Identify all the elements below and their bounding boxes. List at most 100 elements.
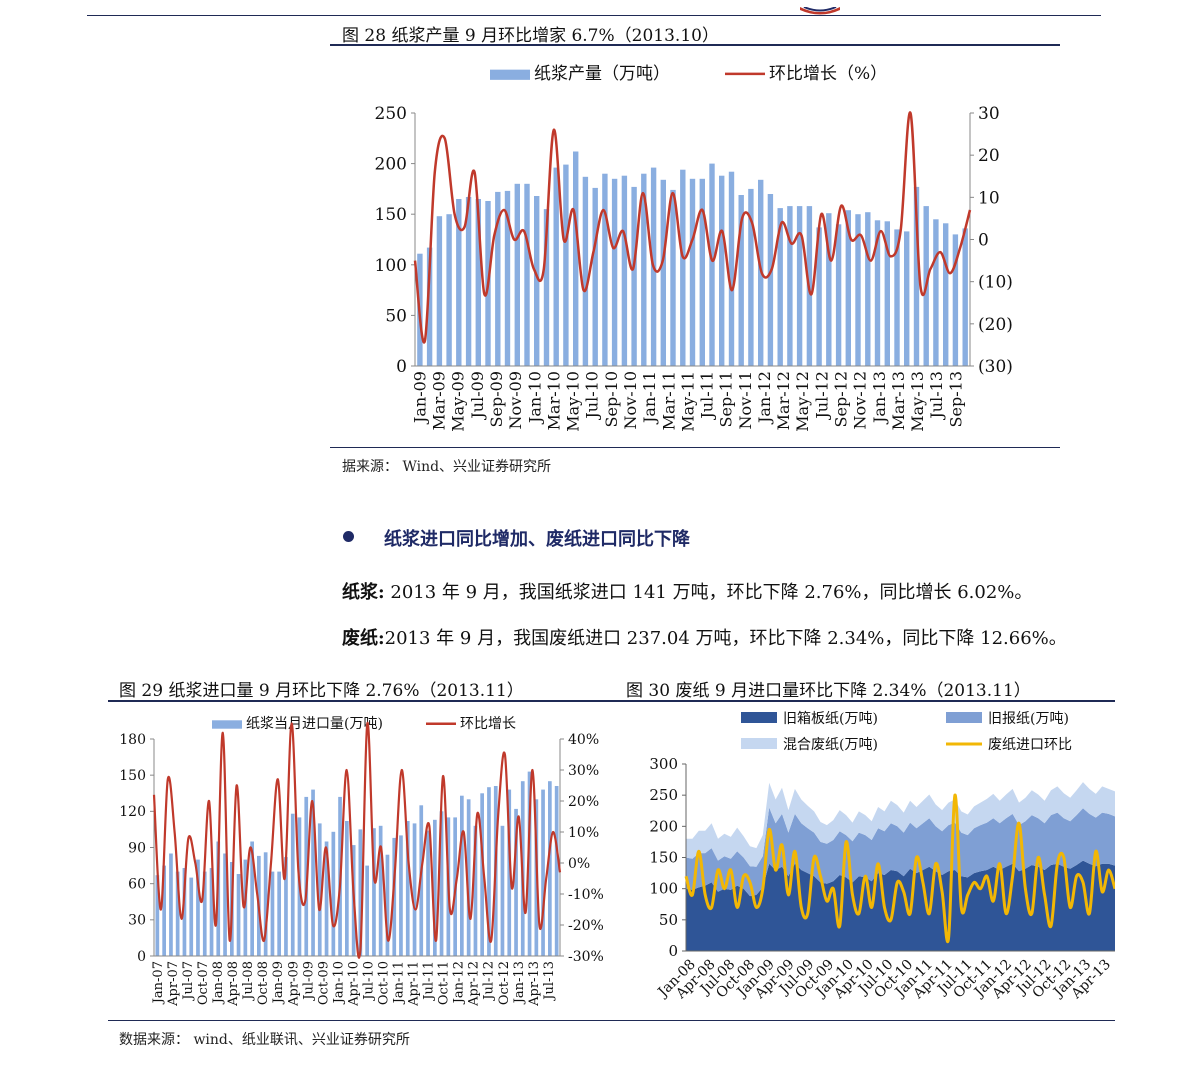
y-tick-label: 50 <box>659 911 678 929</box>
bar <box>250 841 254 956</box>
x-tick-label: Mar-13 <box>889 371 908 430</box>
bar <box>553 167 559 366</box>
bar <box>641 173 647 366</box>
bar <box>399 835 403 956</box>
bar <box>236 874 241 956</box>
bar <box>182 868 187 956</box>
bar <box>487 787 491 956</box>
bar <box>514 808 518 956</box>
bar <box>904 231 910 366</box>
y-tick-label: 300 <box>649 755 678 773</box>
bar <box>670 189 676 366</box>
x-tick-label: Jan-11 <box>392 961 407 1005</box>
logo-swoosh <box>800 0 840 15</box>
bar <box>514 183 520 366</box>
x-tick-label: Oct-08 <box>256 961 271 1005</box>
paragraph-pulp-label: 纸浆: <box>342 582 385 603</box>
bar <box>748 188 754 366</box>
bar <box>243 859 248 956</box>
bar <box>787 206 793 366</box>
x-tick-label: Jul-11 <box>422 961 437 1002</box>
bar <box>952 234 959 366</box>
bar <box>631 186 637 366</box>
series-line <box>684 793 1115 944</box>
bar <box>507 789 512 956</box>
x-tick-label: Jul-13 <box>927 371 946 421</box>
fig28-source: 据来源： Wind、兴业证券研究所 <box>342 459 552 475</box>
x-tick-label: Jan-09 <box>410 371 429 425</box>
bar <box>621 175 628 366</box>
bar <box>202 871 207 956</box>
x-tick-label: May-11 <box>678 371 697 432</box>
bar <box>465 197 472 366</box>
bar <box>495 191 501 366</box>
x-tick-label: Jan-09 <box>271 961 286 1005</box>
legend-label: 混合废纸(万吨) <box>783 737 878 753</box>
x-tick-label: Jan-10 <box>525 371 544 425</box>
x-tick-label: Sep-11 <box>717 371 736 427</box>
x-tick-label: Jan-12 <box>452 961 467 1005</box>
bar <box>385 854 390 956</box>
bar <box>162 865 166 956</box>
bar <box>738 195 744 366</box>
x-tick-label: Apr-07 <box>166 961 181 1007</box>
y-tick-label: 100 <box>649 880 678 898</box>
bar <box>933 219 939 366</box>
legend-label-line: 环比增长（%） <box>769 64 887 84</box>
bar <box>475 199 481 366</box>
x-tick-label: Jul-12 <box>812 371 831 421</box>
legend-label: 旧报纸(万吨) <box>988 711 1069 727</box>
bar <box>582 176 589 366</box>
footer-source-rule <box>108 1020 1115 1021</box>
fig30-caption: 图 30 废纸 9 月进口量环比下降 2.34%（2013.11） <box>626 681 1031 701</box>
x-tick-label: Jan-08 <box>211 961 226 1005</box>
x-tick-label: Apr-11 <box>407 961 422 1007</box>
bar <box>699 178 705 366</box>
bar <box>796 206 803 366</box>
bar <box>689 178 696 366</box>
y-right-tick-label: -10% <box>568 887 604 903</box>
y-right-tick-label: 30% <box>568 763 599 779</box>
x-tick-label: Sep-12 <box>832 371 851 427</box>
paragraph-pulp: 纸浆: 2013 年 9 月，我国纸浆进口 141 万吨，环比下降 2.76%，… <box>342 578 1032 604</box>
x-tick-label: Sep-13 <box>946 371 965 427</box>
bar <box>500 825 505 956</box>
x-tick-label: Jan-13 <box>512 961 527 1005</box>
x-tick-label: Jan-07 <box>151 961 166 1005</box>
bar <box>543 209 550 366</box>
bar <box>660 179 666 366</box>
y-left-tick-label: 150 <box>119 768 146 784</box>
bar <box>345 821 349 956</box>
y-right-tick-label: (10) <box>978 273 1013 293</box>
x-tick-label: Nov-09 <box>506 371 525 429</box>
y-left-tick-label: 150 <box>375 205 407 225</box>
x-tick-label: Jul-10 <box>583 371 602 421</box>
legend-label: 旧箱板纸(万吨) <box>783 711 878 727</box>
legend-label: 废纸进口环比 <box>988 737 1072 753</box>
bar <box>504 190 511 366</box>
bar <box>169 853 173 956</box>
x-tick-label: Sep-09 <box>487 371 506 427</box>
bar <box>534 196 540 366</box>
x-tick-label: Oct-07 <box>196 961 211 1005</box>
bar <box>728 171 735 366</box>
y-tick-label: 200 <box>649 817 678 835</box>
legend-swatch-bar <box>490 69 530 80</box>
paragraph-waste-text: 2013 年 9 月，我国废纸进口 237.04 万吨，环比下降 2.34%，同… <box>384 628 1067 649</box>
bar <box>446 214 452 366</box>
bar <box>311 789 315 956</box>
bar <box>270 871 275 956</box>
footer-source: 数据来源： wind、纸业联讯、兴业证券研究所 <box>119 1032 410 1048</box>
bar <box>436 216 443 366</box>
x-tick-label: May-10 <box>564 371 583 432</box>
x-tick-label: Apr-12 <box>467 961 482 1007</box>
section-bullet <box>343 531 354 542</box>
bar <box>189 877 194 956</box>
y-left-tick-label: 0 <box>396 357 407 377</box>
bar <box>223 853 227 956</box>
x-tick-label: Jan-10 <box>331 961 346 1005</box>
paragraph-waste: 废纸:2013 年 9 月，我国废纸进口 237.04 万吨，环比下降 2.34… <box>342 624 1067 650</box>
x-tick-label: May-13 <box>908 371 927 432</box>
y-left-tick-label: 90 <box>128 840 146 856</box>
series-area <box>686 782 1115 867</box>
